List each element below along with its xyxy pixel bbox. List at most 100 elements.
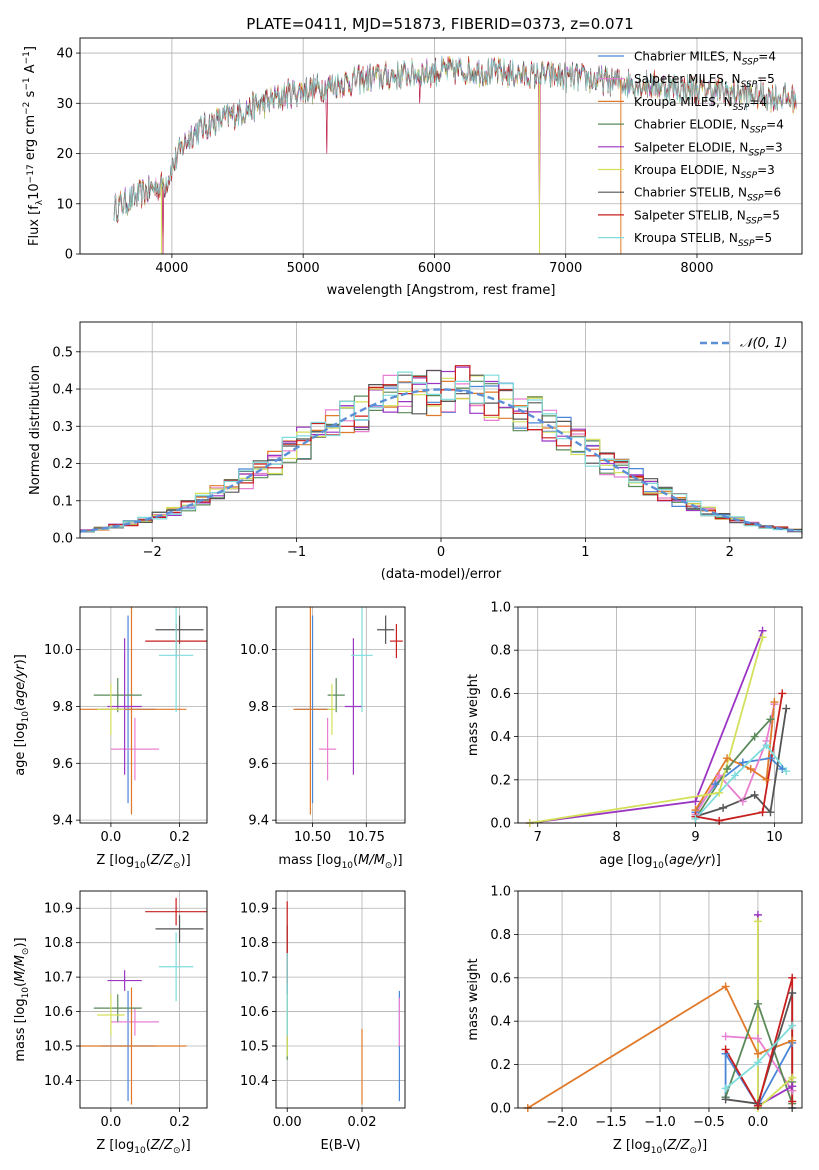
- weight-marker: [753, 1034, 762, 1043]
- y-tick-label: 0: [65, 248, 73, 263]
- plot-area: [286, 901, 400, 1105]
- y-tick-label: 9.8: [52, 700, 73, 715]
- x-tick-label: −0.5: [693, 1115, 725, 1130]
- x-axis-label: mass [log10(M/M⊙)]: [278, 853, 402, 871]
- y-tick-label: 10.4: [44, 1074, 73, 1089]
- weight-line: [757, 921, 793, 1108]
- weight-marker: [770, 698, 779, 707]
- x-tick-label: 2: [726, 545, 734, 560]
- y-tick-label: 40: [56, 47, 73, 62]
- x-tick-label: −2: [143, 545, 162, 560]
- y-tick-label: 10.6: [240, 1005, 269, 1020]
- weight-marker: [753, 917, 762, 926]
- axes-weight-vs-age: 7 8 9 10 0.0 0.2 0.4 0.6 0.8 1.0 mass weight age [l…: [466, 601, 803, 871]
- axes-mass-vs-Z: 0.0 0.2 10.4 10.5 10.6 10.7 10.8 10.9 mass [log1…: [13, 890, 208, 1156]
- weight-marker: [715, 816, 724, 825]
- axes-frame: [275, 890, 406, 1109]
- plot-area: [293, 607, 403, 815]
- weight-line: [725, 1024, 793, 1090]
- x-tick-label: 5000: [287, 261, 320, 276]
- weight-marker: [715, 788, 724, 797]
- x-tick-label: −2.0: [546, 1115, 578, 1130]
- y-tick-label: 10.7: [240, 971, 269, 986]
- y-axis-label: mass weight: [466, 674, 481, 756]
- figure-title: PLATE=0411, MJD=51873, FIBERID=0373, z=0…: [246, 15, 633, 33]
- x-axis-label: Z [log10(Z/Z⊙)]: [96, 853, 190, 871]
- x-axis-label: Z [log10(Z/Z⊙)]: [613, 1138, 707, 1156]
- x-axis-label: (data-model)/error: [381, 567, 502, 582]
- weight-marker: [788, 1036, 797, 1045]
- weight-marker: [691, 814, 700, 823]
- legend-label: Kroupa ELODIE, NSSP=3: [634, 163, 775, 181]
- y-tick-label: 0.8: [490, 644, 511, 659]
- y-tick-label: 0.6: [490, 971, 511, 986]
- y-tick-label: 1.0: [490, 601, 511, 616]
- y-tick-label: 10: [56, 197, 73, 212]
- y-tick-label: 10.8: [44, 936, 73, 951]
- weight-marker: [753, 1101, 762, 1110]
- weight-marker: [723, 754, 732, 763]
- gaussian-curve: [80, 388, 800, 533]
- y-tick-label: 30: [56, 97, 73, 112]
- y-tick-label: 0.8: [490, 928, 511, 943]
- weight-marker: [788, 1021, 797, 1030]
- y-tick-label: 10.6: [44, 1005, 73, 1020]
- y-axis-label: Flux [fλ10−17 erg cm−2 s−1 A−1]: [22, 46, 45, 246]
- x-tick-label: 1: [581, 545, 589, 560]
- weight-marker: [753, 1049, 762, 1058]
- axes-spectrum: 4000 5000 6000 7000 8000 0 10 20 30 40 Flux [fλ10−…: [22, 37, 803, 298]
- axes-frame: [275, 606, 406, 824]
- weight-marker: [721, 1032, 730, 1041]
- axes-frame: [79, 37, 803, 255]
- y-tick-label: 0.2: [490, 773, 511, 788]
- plot-area: [113, 55, 797, 254]
- y-tick-label: 10.7: [44, 971, 73, 986]
- legend-label: Kroupa STELIB, NSSP=5: [634, 231, 772, 249]
- y-tick-label: 0.6: [490, 687, 511, 702]
- y-tick-label: 0.4: [490, 730, 511, 745]
- weight-marker: [721, 982, 730, 991]
- weight-line: [724, 1042, 793, 1108]
- axes-frame: [79, 606, 208, 824]
- weight-line: [694, 743, 787, 820]
- y-tick-label: 10.4: [240, 1074, 269, 1089]
- y-axis-label: mass [log10(M/M⊙)]: [13, 937, 31, 1061]
- x-tick-label: 10.50: [294, 830, 331, 845]
- x-tick-label: 7: [534, 830, 542, 845]
- y-tick-label: 0.4: [490, 1015, 511, 1030]
- y-axis-label: Normed distribution: [28, 365, 43, 495]
- weight-line: [529, 630, 764, 823]
- legend-label: Kroupa MILES, NSSP=4: [634, 95, 767, 113]
- weight-marker: [721, 1084, 730, 1093]
- weight-marker: [762, 775, 771, 784]
- axes-frame: [79, 890, 208, 1109]
- y-tick-label: 0.2: [52, 457, 73, 472]
- x-tick-label: −1: [287, 545, 306, 560]
- y-tick-label: 10.9: [44, 902, 73, 917]
- y-tick-label: 0.0: [52, 532, 73, 547]
- y-tick-label: 10.9: [240, 902, 269, 917]
- y-tick-label: 10.0: [240, 643, 269, 658]
- x-tick-label: 0.0: [101, 1115, 122, 1130]
- y-tick-label: 0.2: [490, 1058, 511, 1073]
- weight-marker: [691, 797, 700, 806]
- axes-weight-vs-Z: −2.0 −1.5 −1.0 −0.5 0.0 0.0 0.2 0.4 0.6 0.8 1.0 mas…: [466, 885, 803, 1156]
- weight-marker: [746, 765, 755, 773]
- x-tick-label: 0.2: [169, 830, 190, 845]
- legend-label: Chabrier STELIB, NSSP=6: [634, 186, 781, 204]
- x-tick-label: 0.02: [348, 1115, 377, 1130]
- weight-marker: [778, 689, 787, 698]
- weight-marker: [758, 633, 767, 642]
- x-tick-label: 0.0: [748, 1115, 769, 1130]
- plot-area: [80, 365, 802, 534]
- weight-marker: [762, 741, 771, 750]
- y-tick-label: 9.8: [248, 700, 269, 715]
- plot-area: [529, 630, 788, 823]
- weight-marker: [730, 771, 739, 780]
- weight-marker: [711, 780, 720, 789]
- axes-frame: [79, 321, 803, 539]
- axes-residuals: −2 −1 0 1 2 0.0 0.1 0.2 0.3 0.4 0.5 Normed distribu…: [28, 321, 803, 582]
- y-tick-label: 1.0: [490, 885, 511, 900]
- weight-marker: [788, 988, 797, 997]
